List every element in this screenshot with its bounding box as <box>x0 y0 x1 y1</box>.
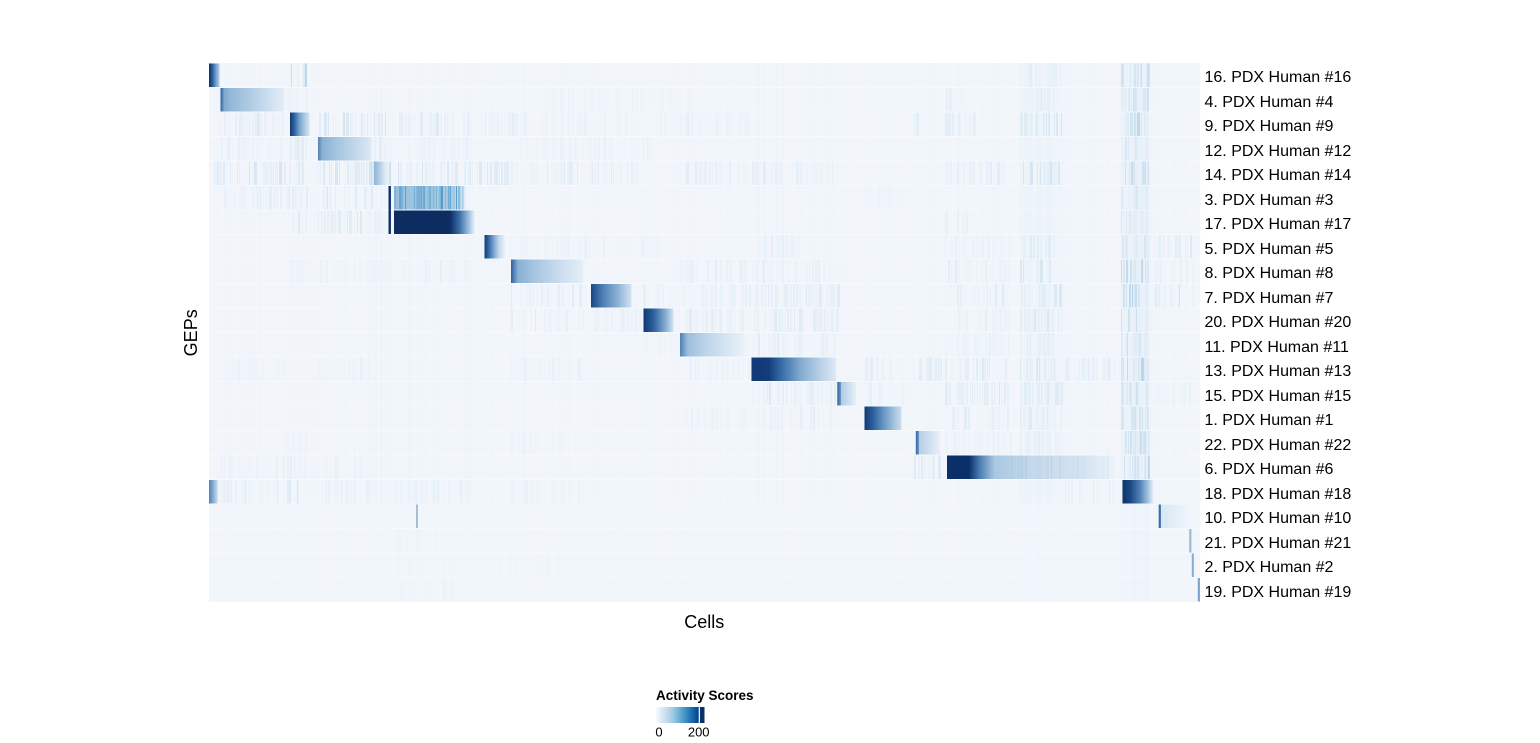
svg-text:2. PDX Human #2: 2. PDX Human #2 <box>1205 559 1334 576</box>
svg-text:4. PDX Human #4: 4. PDX Human #4 <box>1205 94 1334 111</box>
svg-text:10. PDX Human #10: 10. PDX Human #10 <box>1205 510 1352 527</box>
svg-text:22. PDX Human #22: 22. PDX Human #22 <box>1205 437 1352 454</box>
svg-text:20. PDX Human #20: 20. PDX Human #20 <box>1205 314 1352 331</box>
svg-text:0: 0 <box>655 725 662 740</box>
svg-text:Cells: Cells <box>684 612 724 632</box>
svg-text:9. PDX Human #9: 9. PDX Human #9 <box>1205 118 1334 135</box>
svg-text:200: 200 <box>688 725 710 740</box>
svg-text:13. PDX Human #13: 13. PDX Human #13 <box>1205 363 1352 380</box>
svg-text:11. PDX Human #11: 11. PDX Human #11 <box>1205 339 1349 356</box>
svg-text:15. PDX Human #15: 15. PDX Human #15 <box>1205 388 1352 405</box>
svg-text:GEPs: GEPs <box>181 309 201 356</box>
svg-text:1. PDX Human #1: 1. PDX Human #1 <box>1205 412 1334 429</box>
svg-text:8. PDX Human #8: 8. PDX Human #8 <box>1205 265 1334 282</box>
svg-text:7. PDX Human #7: 7. PDX Human #7 <box>1205 290 1334 307</box>
svg-text:12. PDX Human #12: 12. PDX Human #12 <box>1205 143 1352 160</box>
svg-text:16. PDX Human #16: 16. PDX Human #16 <box>1205 69 1352 86</box>
svg-text:19. PDX Human #19: 19. PDX Human #19 <box>1205 584 1352 601</box>
svg-text:14. PDX Human #14: 14. PDX Human #14 <box>1205 167 1352 184</box>
svg-text:21. PDX Human #21: 21. PDX Human #21 <box>1205 535 1352 552</box>
svg-text:6. PDX Human #6: 6. PDX Human #6 <box>1205 461 1334 478</box>
svg-text:Activity Scores: Activity Scores <box>656 688 754 703</box>
svg-text:5. PDX Human #5: 5. PDX Human #5 <box>1205 241 1334 258</box>
svg-text:3. PDX Human #3: 3. PDX Human #3 <box>1205 192 1334 209</box>
svg-text:17. PDX Human #17: 17. PDX Human #17 <box>1205 216 1352 233</box>
svg-text:18. PDX Human #18: 18. PDX Human #18 <box>1205 486 1352 503</box>
